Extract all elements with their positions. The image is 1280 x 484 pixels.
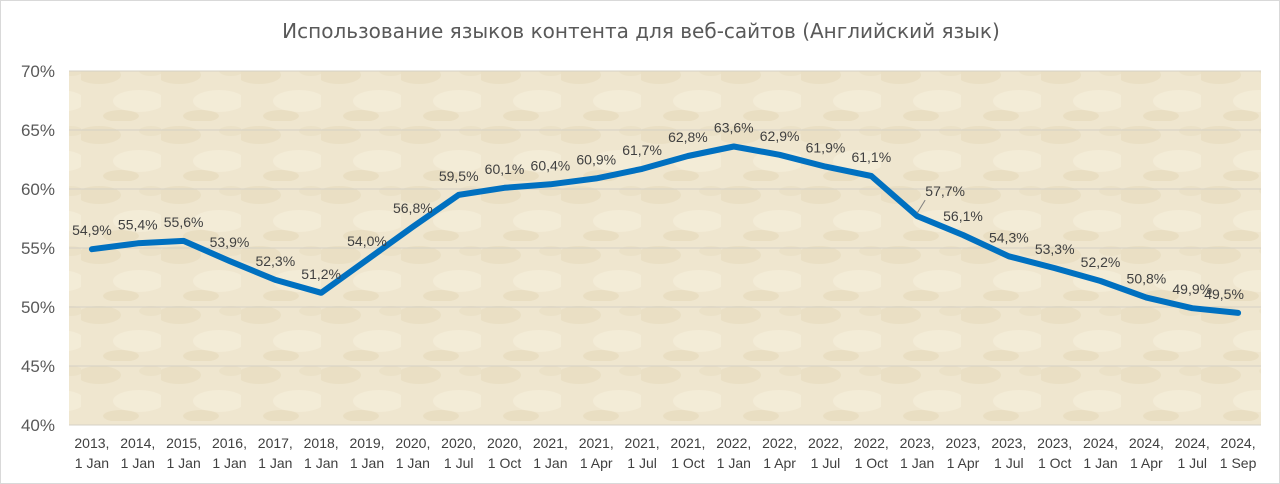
x-tick-label: 2022, 1 Jul (808, 435, 843, 471)
x-tick-label: 2021, 1 Jul (625, 435, 660, 471)
data-label: 55,4% (118, 216, 158, 232)
y-tick-label: 40% (21, 416, 55, 435)
data-label: 49,5% (1204, 286, 1244, 302)
data-point (181, 238, 186, 243)
data-point (273, 277, 278, 282)
x-tick-label: 2024, 1 Jan (1083, 435, 1118, 471)
series-line (88, 143, 1242, 316)
x-tick-label: 2016, 1 Jan (212, 435, 247, 471)
data-point (594, 176, 599, 181)
x-tick-label: 2024, 1 Sep (1220, 435, 1257, 471)
x-axis-ticks: 2013, 1 Jan 2014, 1 Jan 2015, 1 Jan 2016, 1 Jan… (74, 435, 1256, 471)
data-label: 51,2% (301, 266, 341, 282)
data-label: 53,3% (1035, 241, 1075, 257)
data-point (365, 257, 369, 262)
data-point (227, 258, 232, 263)
data-point (1052, 266, 1057, 271)
data-label: 53,9% (210, 234, 250, 250)
data-label: 60,4% (531, 157, 571, 173)
data-label: 60,9% (576, 151, 616, 167)
x-tick-label: 2022, 1 Apr (762, 435, 797, 471)
data-label: 62,8% (668, 129, 708, 145)
x-tick-label: 2020, 1 Jul (441, 435, 476, 471)
data-label: 62,9% (760, 128, 800, 144)
data-label: 56,1% (943, 208, 983, 224)
data-point (548, 182, 553, 187)
x-tick-label: 2014, 1 Jan (120, 435, 155, 471)
y-axis-ticks: 40% 45% 50% 55% 60% 65% 70% (21, 62, 55, 435)
x-tick-label: 2024, 1 Jul (1175, 435, 1210, 471)
data-label: 54,9% (72, 222, 112, 238)
data-label: 56,8% (393, 200, 433, 216)
x-tick-label: 2023, 1 Oct (1037, 435, 1072, 471)
x-tick-label: 2013, 1 Jan (74, 435, 109, 471)
data-label: 60,1% (485, 161, 525, 177)
x-tick-label: 2018, 1 Jan (304, 435, 339, 471)
data-label: 52,2% (1081, 254, 1121, 270)
data-label: 61,1% (851, 149, 891, 165)
data-point (502, 185, 507, 190)
data-point (89, 247, 94, 252)
chart-title: Использование языков контента для веб-са… (282, 19, 1000, 43)
data-point (1006, 254, 1011, 259)
y-tick-label: 65% (21, 121, 55, 140)
y-tick-label: 55% (21, 239, 55, 258)
y-tick-label: 50% (21, 298, 55, 317)
data-point (319, 290, 324, 295)
x-tick-label: 2021, 1 Apr (579, 435, 614, 471)
data-label: 61,7% (622, 142, 662, 158)
data-point (777, 152, 782, 157)
data-point (1144, 295, 1149, 300)
data-point (456, 192, 461, 197)
label-leader-line (916, 199, 926, 214)
x-tick-label: 2021, 1 Oct (670, 435, 705, 471)
x-tick-label: 2019, 1 Jan (349, 435, 384, 471)
data-point (1236, 310, 1241, 315)
data-point (915, 214, 920, 219)
x-tick-label: 2023, 1 Jan (900, 435, 935, 471)
data-label: 49,9% (1172, 281, 1212, 297)
data-point (731, 144, 736, 149)
x-tick-label: 2020, 1 Jan (395, 435, 430, 471)
gridlines (69, 70, 1261, 426)
data-label: 63,6% (714, 120, 754, 136)
data-point (1190, 306, 1195, 311)
data-label: 59,5% (439, 168, 479, 184)
data-point (685, 153, 690, 158)
y-tick-label: 70% (21, 62, 55, 81)
data-label: 52,3% (255, 253, 295, 269)
data-label: 61,9% (806, 140, 846, 156)
data-label: 54,3% (989, 229, 1029, 245)
data-label: 57,7% (925, 183, 965, 199)
y-tick-label: 45% (21, 357, 55, 376)
series-line-layer (88, 143, 1242, 316)
x-tick-label: 2020, 1 Oct (487, 435, 522, 471)
data-point (1098, 279, 1103, 284)
x-tick-label: 2021, 1 Jan (533, 435, 568, 471)
x-tick-label: 2015, 1 Jan (166, 435, 201, 471)
x-tick-label: 2022, 1 Jan (716, 435, 751, 471)
x-tick-label: 2023, 1 Jul (991, 435, 1026, 471)
data-point (410, 224, 415, 229)
x-tick-label: 2022, 1 Oct (854, 435, 889, 471)
data-point (640, 166, 645, 171)
x-tick-label: 2023, 1 Apr (945, 435, 980, 471)
data-label: 55,6% (164, 214, 204, 230)
data-point (961, 233, 965, 238)
data-label: 50,8% (1127, 271, 1167, 287)
data-point (823, 164, 828, 169)
data-point (869, 174, 874, 179)
data-labels: 54,9% 55,4% 55,6% 53,9% 52,3% 51,2% 54,0% 56,8%… (72, 120, 1244, 302)
y-tick-label: 60% (21, 180, 55, 199)
data-point (135, 241, 140, 246)
x-tick-label: 2017, 1 Jan (258, 435, 293, 471)
data-label: 54,0% (347, 233, 387, 249)
x-tick-label: 2024, 1 Apr (1129, 435, 1164, 471)
